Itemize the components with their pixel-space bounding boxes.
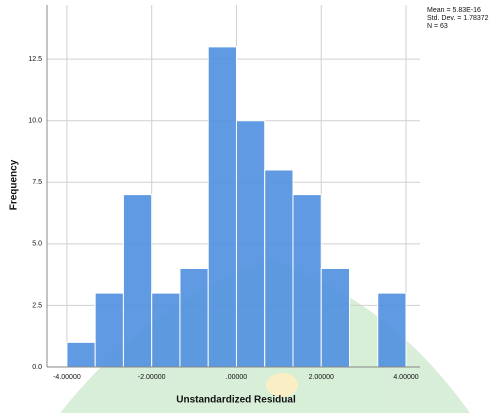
y-tick-label: 0.0 — [32, 364, 42, 371]
x-axis-title: Unstandardized Residual — [176, 395, 296, 406]
y-tick-label: 7.5 — [32, 179, 42, 186]
bar — [293, 195, 321, 367]
x-tick-label: .00000 — [226, 374, 248, 381]
chart: 0.0 2.5 5.0 7.5 10.0 12.5 -4.00000 -2.00000 .000… — [0, 0, 494, 413]
bar — [321, 268, 349, 367]
y-tick-label: 10.0 — [28, 118, 42, 125]
x-tick-label: -2.00000 — [138, 374, 166, 381]
bar — [236, 121, 264, 367]
x-tick-label: 4.00000 — [393, 374, 418, 381]
y-tick-label: 2.5 — [32, 302, 42, 309]
x-tick-label: -4.00000 — [53, 374, 81, 381]
y-tick-label: 5.0 — [32, 241, 42, 248]
bar — [208, 47, 236, 367]
y-axis-title: Frequency — [9, 159, 20, 210]
stat-mean: Mean = 5.83E-16 — [427, 7, 481, 14]
bar — [265, 170, 293, 367]
bar — [378, 293, 406, 367]
page: {"chart_data": {"type": "histogram", "x_… — [0, 0, 494, 413]
bar — [180, 268, 208, 367]
watermark-dot — [266, 373, 298, 397]
stat-n: N = 63 — [427, 23, 448, 30]
bar — [67, 342, 95, 367]
stat-sd: Std. Dev. = 1.78372 — [427, 15, 489, 22]
bar — [152, 293, 180, 367]
y-tick-label: 12.5 — [28, 56, 42, 63]
bar — [123, 195, 151, 367]
bar — [95, 293, 123, 367]
x-tick-label: 2.00000 — [309, 374, 334, 381]
